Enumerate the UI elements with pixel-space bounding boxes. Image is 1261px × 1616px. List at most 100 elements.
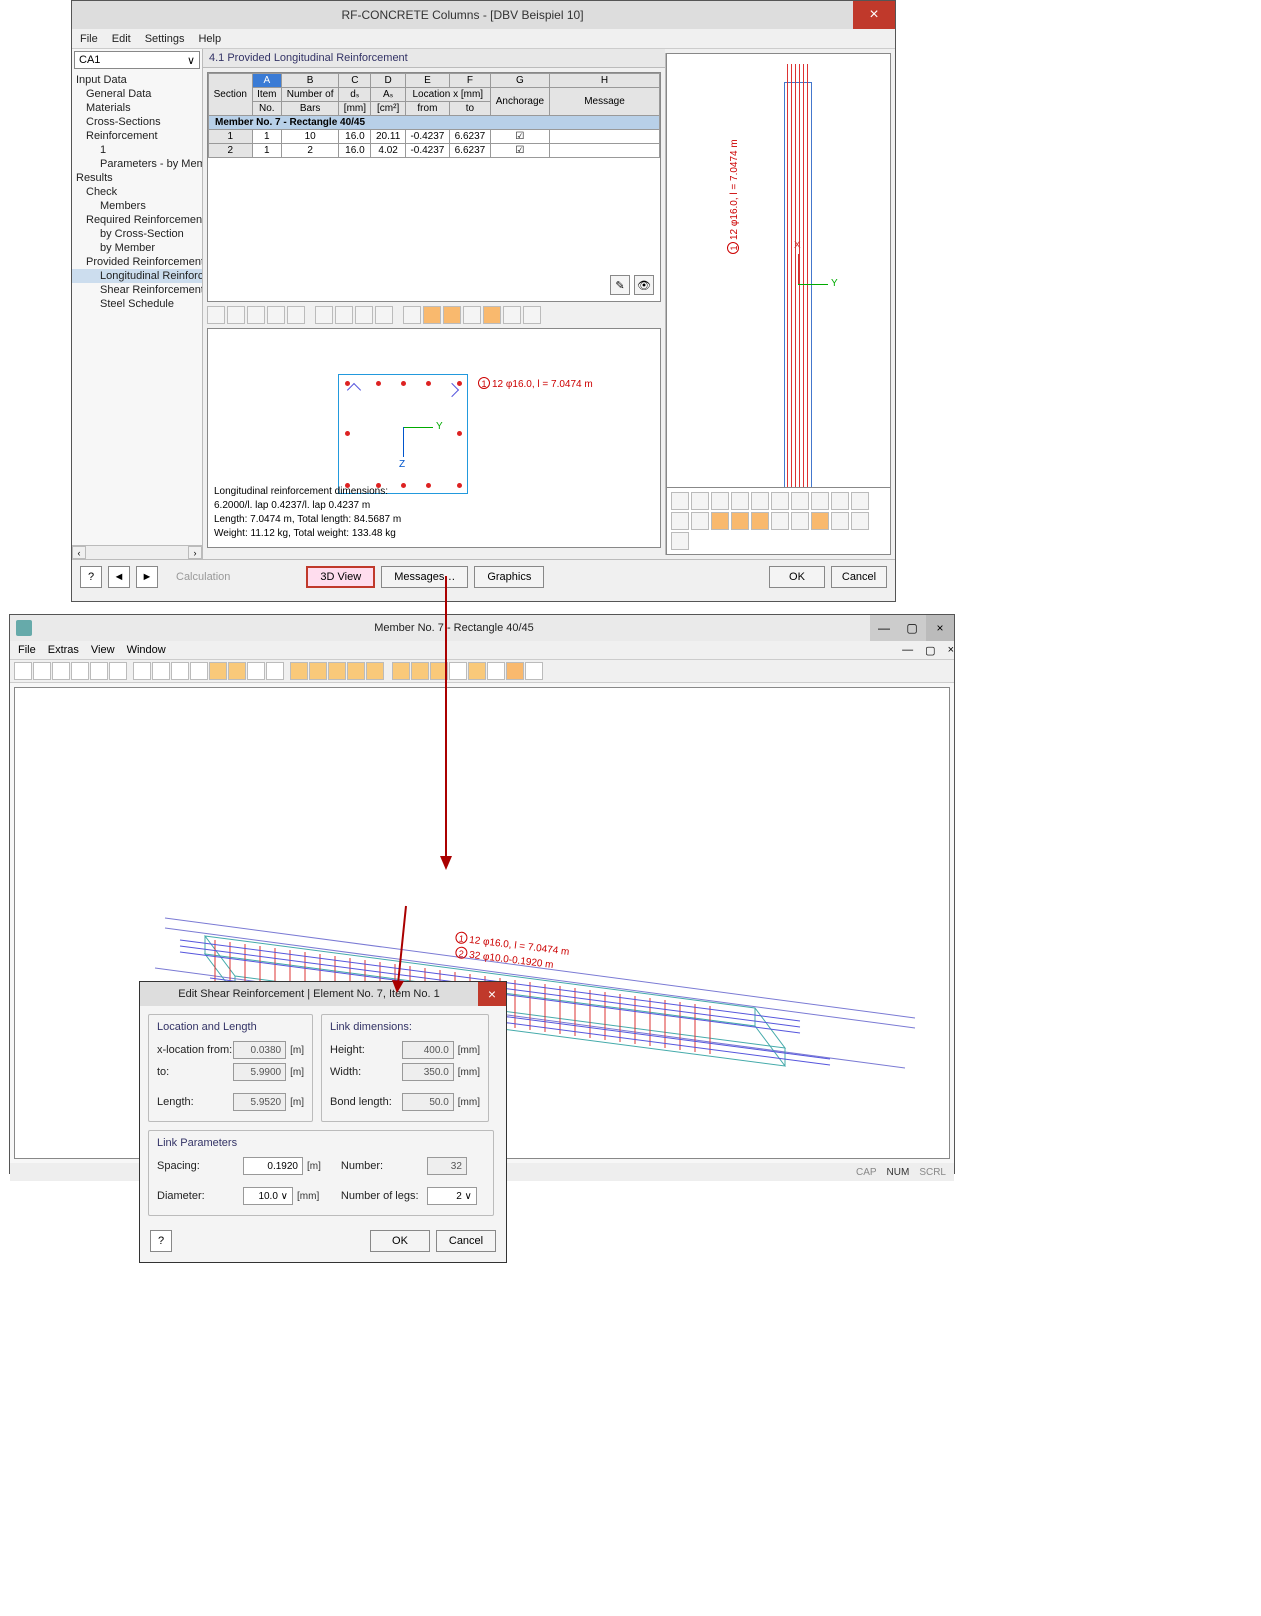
tool-icon[interactable]: [503, 306, 521, 324]
legs-select[interactable]: 2 ∨: [427, 1187, 477, 1205]
sidebar-scroll[interactable]: ‹›: [72, 545, 202, 559]
tool-icon[interactable]: [33, 662, 51, 680]
dim-icon[interactable]: [711, 512, 729, 530]
zoom-icon[interactable]: [267, 306, 285, 324]
spacing-input[interactable]: 0.1920: [243, 1157, 303, 1175]
band-row[interactable]: Member No. 7 - Rectangle 40/45: [209, 116, 660, 130]
dim-icon[interactable]: [751, 512, 769, 530]
tool-icon[interactable]: [290, 662, 308, 680]
tool-icon[interactable]: [209, 662, 227, 680]
tool-icon[interactable]: [366, 662, 384, 680]
menu-help[interactable]: Help: [198, 33, 221, 45]
tool-icon[interactable]: [90, 662, 108, 680]
tool-icon[interactable]: [247, 662, 265, 680]
tool-icon[interactable]: [671, 532, 689, 550]
tool-icon[interactable]: [109, 662, 127, 680]
axis-icon[interactable]: [811, 492, 829, 510]
tree-longitudinal[interactable]: Longitudinal Reinforcement: [72, 269, 202, 283]
tool-icon[interactable]: [831, 512, 849, 530]
axis-icon[interactable]: [315, 306, 333, 324]
tool-icon[interactable]: [463, 306, 481, 324]
info-icon[interactable]: [506, 662, 524, 680]
tree-steel[interactable]: Steel Schedule: [72, 297, 202, 311]
tree-general-data[interactable]: General Data: [72, 87, 202, 101]
tool-icon[interactable]: [190, 662, 208, 680]
tool-icon[interactable]: [328, 662, 346, 680]
view-toggle-icon[interactable]: 👁: [634, 275, 654, 295]
mdi-max-icon[interactable]: ▢: [925, 644, 935, 657]
minimize-icon[interactable]: —: [870, 615, 898, 641]
member-canvas[interactable]: 112 φ16.0, l = 7.0474 m X Y: [666, 53, 891, 488]
table-row[interactable]: 111016.020.11-0.42376.6237☑: [209, 130, 660, 144]
tool-icon[interactable]: [691, 512, 709, 530]
diameter-select[interactable]: 10.0 ∨: [243, 1187, 293, 1205]
info-icon[interactable]: [483, 306, 501, 324]
help-icon[interactable]: ?: [150, 1230, 172, 1252]
print-icon[interactable]: [671, 492, 689, 510]
tool-icon[interactable]: [347, 662, 365, 680]
tree-members[interactable]: Members: [72, 199, 202, 213]
tool-icon[interactable]: [449, 662, 467, 680]
ok-button[interactable]: OK: [769, 566, 825, 588]
tool-icon[interactable]: [133, 662, 151, 680]
tool-icon[interactable]: [171, 662, 189, 680]
tree-reinf-1[interactable]: 1: [72, 143, 202, 157]
tree-reinforcement[interactable]: Reinforcement: [72, 129, 202, 143]
tool-icon[interactable]: [791, 492, 809, 510]
tool-icon[interactable]: [227, 306, 245, 324]
case-select[interactable]: CA1∨: [74, 51, 200, 69]
iso-icon[interactable]: [375, 306, 393, 324]
data-grid[interactable]: Section A B C D E F G H Item Number of d…: [207, 72, 661, 302]
axis-icon[interactable]: [355, 306, 373, 324]
prev-icon[interactable]: ◄: [108, 566, 130, 588]
tool-icon[interactable]: [403, 306, 421, 324]
tool-icon[interactable]: [392, 662, 410, 680]
tree-results[interactable]: Results: [72, 171, 202, 185]
menu-file[interactable]: File: [18, 644, 36, 656]
grid-tool-icon[interactable]: ✎: [610, 275, 630, 295]
cancel-button[interactable]: Cancel: [831, 566, 887, 588]
dim-icon[interactable]: [811, 512, 829, 530]
tool-icon[interactable]: [525, 662, 543, 680]
tool-icon[interactable]: [523, 306, 541, 324]
menu-view[interactable]: View: [91, 644, 115, 656]
tool-icon[interactable]: [771, 492, 789, 510]
menu-edit[interactable]: Edit: [112, 33, 131, 45]
dim-icon[interactable]: [731, 512, 749, 530]
tool-icon[interactable]: [14, 662, 32, 680]
tree-cross-sections[interactable]: Cross-Sections: [72, 115, 202, 129]
nav-tree[interactable]: Input Data General Data Materials Cross-…: [72, 71, 202, 545]
menu-file[interactable]: File: [80, 33, 98, 45]
tree-shear[interactable]: Shear Reinforcement: [72, 283, 202, 297]
tool-icon[interactable]: [851, 512, 869, 530]
tree-materials[interactable]: Materials: [72, 101, 202, 115]
table-row[interactable]: 21216.04.02-0.42376.6237☑: [209, 144, 660, 158]
graphics-button[interactable]: Graphics: [474, 566, 544, 588]
cross-section-view[interactable]: 112 φ16.0, l = 7.0474 m Y Z Longitudinal…: [207, 328, 661, 548]
tool-icon[interactable]: [430, 662, 448, 680]
tool-icon[interactable]: [771, 512, 789, 530]
tool-icon[interactable]: [411, 662, 429, 680]
tool-icon[interactable]: [152, 662, 170, 680]
tree-params-member[interactable]: Parameters - by Member: [72, 157, 202, 171]
zoom-icon[interactable]: [711, 492, 729, 510]
3d-view-button[interactable]: 3D View: [306, 566, 375, 588]
close-icon[interactable]: ×: [853, 1, 895, 29]
tool-icon[interactable]: [309, 662, 327, 680]
tool-icon[interactable]: [691, 492, 709, 510]
tool-icon[interactable]: [791, 512, 809, 530]
help-icon[interactable]: ?: [80, 566, 102, 588]
maximize-icon[interactable]: ▢: [898, 615, 926, 641]
dim-icon[interactable]: [443, 306, 461, 324]
menu-window[interactable]: Window: [127, 644, 166, 656]
tool-icon[interactable]: [751, 492, 769, 510]
menu-settings[interactable]: Settings: [145, 33, 185, 45]
mdi-min-icon[interactable]: —: [902, 644, 913, 656]
close-icon[interactable]: ×: [926, 615, 954, 641]
axis-icon[interactable]: [831, 492, 849, 510]
print-icon[interactable]: [207, 306, 225, 324]
axis-icon[interactable]: [335, 306, 353, 324]
tree-check[interactable]: Check: [72, 185, 202, 199]
tool-icon[interactable]: [71, 662, 89, 680]
tool-icon[interactable]: [487, 662, 505, 680]
